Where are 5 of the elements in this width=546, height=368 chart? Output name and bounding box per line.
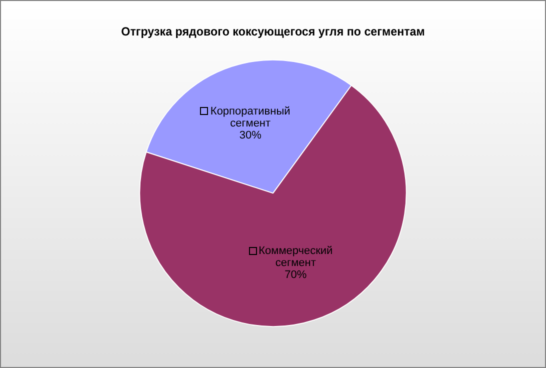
data-label: 70% bbox=[284, 268, 307, 281]
legend-label: Корпоративный сегмент bbox=[210, 106, 290, 130]
slice-label: Коммерческий сегмент bbox=[258, 244, 333, 269]
chart-title: Отгрузка рядового коксующегося угля по сегментам bbox=[121, 24, 425, 39]
data-label: 30% bbox=[239, 130, 262, 142]
